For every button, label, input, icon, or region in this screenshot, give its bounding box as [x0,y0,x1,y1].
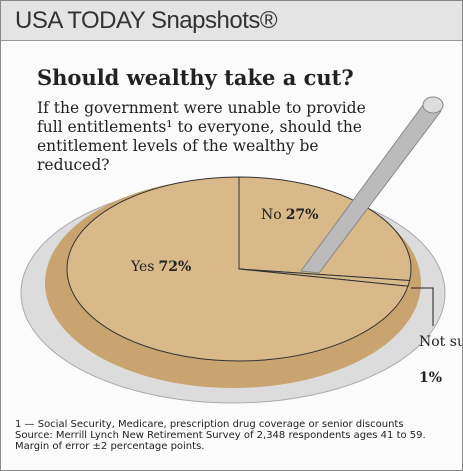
header: USA TODAY Snapshots® [1,1,462,41]
chart-title: Should wealthy take a cut? [37,65,354,90]
knife [300,100,442,274]
knife-tip [422,96,444,114]
leader-line [411,287,434,326]
chart-subtitle: If the government were unable to provide… [37,99,366,174]
notes: 1 — Social Security, Medicare, prescript… [15,419,445,452]
slice-label: Not sure 1% [419,334,462,386]
slice-value: 1% [419,370,442,386]
slice-name: Not sure [419,334,462,350]
slice-value: 27% [286,207,319,223]
slice-name: Yes [130,259,155,275]
source: Source: Merrill Lynch New Retirement Sur… [15,430,426,452]
slice-label: Yes 72% [130,259,191,275]
slice-label: No 27% [261,207,318,223]
pie-slice [66,176,409,362]
slice-name: No [261,207,282,223]
footnote: 1 — Social Security, Medicare, prescript… [15,419,404,430]
slice-value: 72% [159,259,192,275]
